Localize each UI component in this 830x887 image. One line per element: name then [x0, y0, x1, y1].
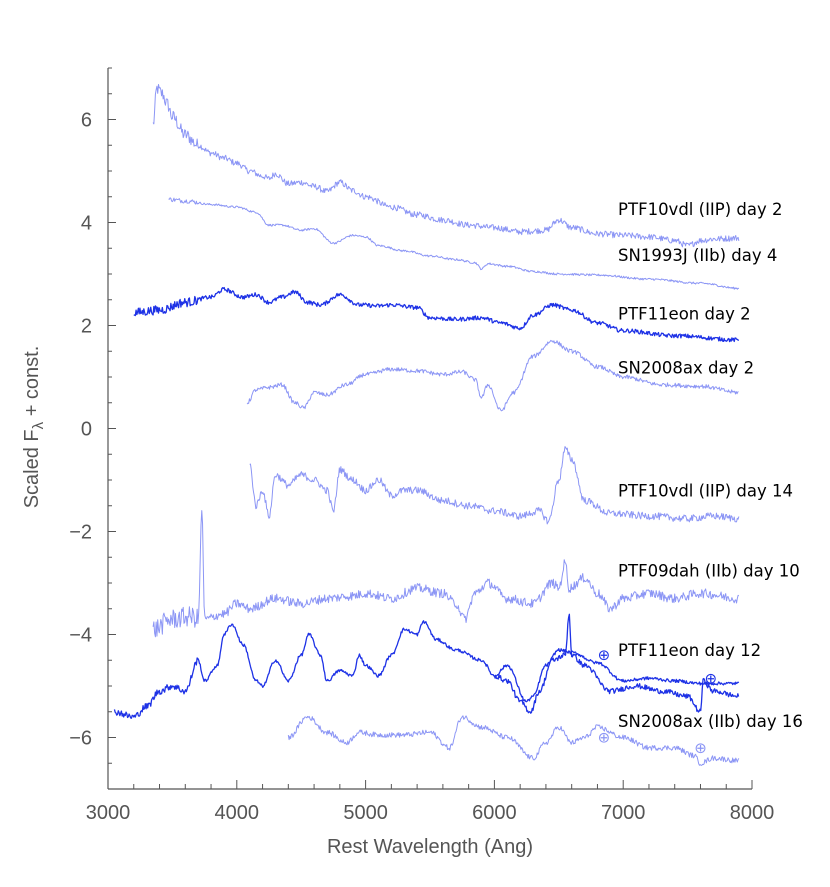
- labels-layer: PTF10vdl (IIP) day 2 SN1993J (IIb) day 4 P…: [618, 200, 803, 731]
- spectrum-label: SN2008ax day 2: [618, 358, 754, 377]
- x-tick-label: 8000: [730, 802, 775, 824]
- spectrum-line-5: [249, 446, 740, 525]
- x-axis-label: Rest Wavelength (Ang): [327, 836, 533, 858]
- spectrum-line-3: [133, 286, 740, 343]
- earth-symbol-icon: ⊕: [694, 739, 707, 757]
- x-tick-label: 7000: [601, 802, 646, 824]
- y-tick-label: −2: [69, 522, 92, 544]
- y-axis-label-subscript: λ: [30, 421, 47, 429]
- earth-symbol-icon: ⊕: [704, 669, 717, 687]
- spectrum-label: PTF10vdl (IIP) day 2: [618, 200, 782, 219]
- spectrum-line-1: [152, 83, 740, 248]
- y-axis-label-suffix: + const.: [21, 346, 43, 422]
- spectrum-line-4: [246, 339, 739, 412]
- spectrum-label: SN2008ax (IIb) day 16: [618, 712, 803, 731]
- axes: 6 4 2 0 −2 −4 −6 3000 4000 5000 6000 7000 8000: [69, 67, 775, 824]
- earth-symbol-icon: ⊕: [598, 729, 611, 747]
- y-tick-label: −6: [69, 728, 92, 750]
- x-tick-label: 3000: [86, 802, 131, 824]
- spectrum-label: SN1993J (IIb) day 4: [618, 246, 777, 265]
- spectrum-line-2: [168, 197, 740, 290]
- spectrum-line-6: [152, 510, 740, 638]
- y-tick-label: 0: [81, 419, 92, 441]
- spectrum-label: PTF10vdl (IIP) day 14: [618, 481, 793, 500]
- spectrum-label: PTF11eon day 12: [618, 641, 761, 660]
- earth-symbol-icon: ⊕: [598, 646, 611, 664]
- y-axis-label-main: Scaled F: [21, 429, 43, 508]
- y-tick-label: 2: [81, 316, 92, 338]
- spectrum-line-7: [113, 620, 740, 719]
- x-tick-label: 5000: [343, 802, 388, 824]
- x-tick-label: 6000: [472, 802, 517, 824]
- series-layer: [113, 83, 740, 766]
- y-axis-label: Scaled Fλ + const.: [21, 346, 47, 509]
- spectrum-label: PTF11eon day 2: [618, 304, 751, 323]
- y-tick-label: 6: [81, 110, 92, 132]
- spectrum-line-9: [287, 715, 740, 766]
- y-tick-label: 4: [81, 213, 92, 235]
- spectrum-line-8: [493, 613, 740, 714]
- spectrum-label: PTF09dah (IIb) day 10: [618, 561, 800, 580]
- x-tick-label: 4000: [215, 802, 260, 824]
- y-tick-label: −4: [69, 625, 92, 647]
- markers-layer: ⊕ ⊕ ⊕ ⊕: [598, 646, 717, 757]
